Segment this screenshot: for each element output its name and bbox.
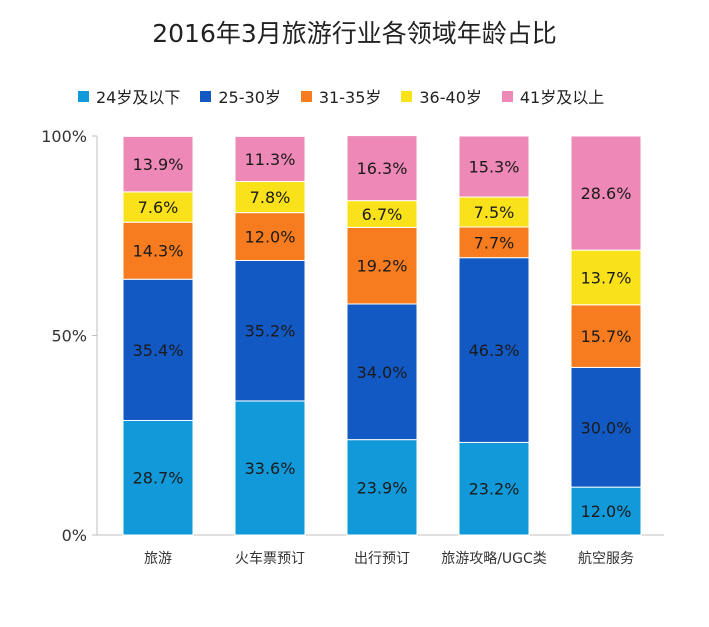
data-label: 28.7% — [133, 469, 184, 488]
bar-segment — [458, 257, 530, 443]
data-label: 19.2% — [357, 257, 408, 276]
data-label: 7.5% — [474, 203, 515, 222]
data-label: 11.3% — [245, 150, 296, 169]
data-label: 13.7% — [581, 268, 632, 287]
y-tick-label: 50% — [51, 327, 87, 346]
bar-segment — [346, 226, 418, 305]
bar-segment — [458, 226, 530, 259]
data-label: 16.3% — [357, 159, 408, 178]
x-tick-label: 航空服务 — [578, 551, 634, 567]
data-label: 46.3% — [469, 341, 520, 360]
x-tick-label: 旅游攻略/UGC类 — [441, 551, 547, 567]
chart-title: 2016年3月旅游行业各领域年龄占比 — [152, 19, 557, 48]
bar-segment — [458, 196, 530, 228]
data-label: 14.3% — [133, 242, 184, 261]
data-label: 28.6% — [581, 184, 632, 203]
legend-label: 25-30岁 — [218, 88, 281, 107]
data-label: 7.6% — [138, 198, 179, 217]
legend-item: 41岁及以上 — [501, 84, 605, 108]
legend-swatch — [401, 90, 413, 102]
bar-segment — [234, 400, 306, 536]
bar-segment — [570, 135, 642, 251]
bar-segment — [570, 366, 642, 488]
bar-segment — [458, 135, 530, 198]
data-label: 7.8% — [250, 188, 291, 207]
legend-label: 41岁及以上 — [519, 88, 605, 107]
bar-segment — [570, 249, 642, 306]
x-tick-label: 火车票预订 — [235, 550, 305, 567]
data-label: 6.7% — [362, 205, 403, 224]
data-label: 23.9% — [357, 478, 408, 497]
bar-segment — [346, 303, 418, 441]
data-label: 30.0% — [581, 418, 632, 437]
data-label: 23.2% — [469, 480, 520, 499]
bar-segment — [570, 486, 642, 536]
data-label: 12.0% — [245, 228, 296, 247]
y-tick-label: 0% — [62, 526, 87, 545]
bar-segment — [570, 304, 642, 368]
data-label: 15.3% — [469, 158, 520, 177]
data-label: 12.0% — [581, 502, 632, 521]
data-label: 35.4% — [133, 341, 184, 360]
legend-item: 36-40岁 — [401, 84, 482, 108]
x-tick-label: 出行预订 — [354, 551, 410, 567]
legend-swatch — [300, 90, 312, 102]
legend-item: 25-30岁 — [200, 84, 281, 108]
y-tick-label: 100% — [41, 127, 87, 146]
x-tick-label: 旅游 — [144, 551, 172, 567]
bar-segment — [458, 441, 530, 536]
bar-segment — [234, 180, 306, 214]
data-label: 13.9% — [133, 155, 184, 174]
bar-segment — [346, 439, 418, 536]
legend-label: 24岁及以下 — [96, 88, 181, 107]
bar-segment — [234, 135, 306, 182]
data-label: 33.6% — [245, 459, 296, 478]
data-label: 7.7% — [474, 233, 515, 252]
data-label: 35.2% — [245, 322, 296, 341]
legend-swatch — [200, 90, 212, 102]
data-label: 15.7% — [581, 327, 632, 346]
data-label: 34.0% — [357, 363, 408, 382]
bar-segment — [346, 200, 418, 228]
legend-label: 31-35岁 — [318, 88, 382, 107]
bar-segment — [122, 135, 194, 193]
legend-swatch — [501, 90, 513, 102]
bar-segment — [346, 135, 418, 202]
legend-label: 36-40岁 — [419, 88, 482, 107]
legend-item: 24岁及以下 — [78, 84, 180, 108]
bar-segment — [234, 259, 306, 402]
legend-swatch — [78, 90, 89, 102]
legend: 24岁及以下 25-30岁 31-35岁 36-40岁 41岁及以上 — [78, 84, 624, 108]
legend-item: 31-35岁 — [300, 84, 382, 108]
